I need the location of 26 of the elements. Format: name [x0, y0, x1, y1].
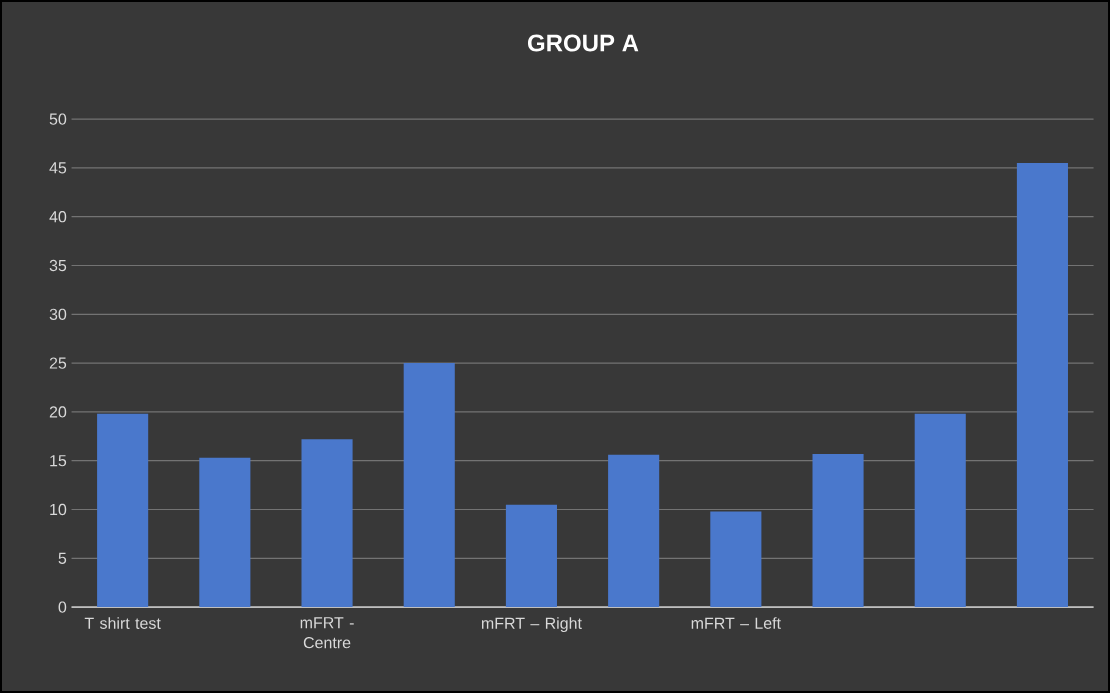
bar: [1016, 163, 1068, 608]
y-tick-label: 35: [49, 259, 67, 272]
chart-title: GROUP A: [527, 34, 639, 52]
bar: [403, 363, 455, 608]
y-tick-label: 40: [49, 211, 67, 223]
y-tick-label: 20: [49, 406, 67, 418]
bar: [505, 504, 557, 608]
y-tick-label: 45: [49, 162, 67, 174]
y-tick-label: 30: [49, 308, 67, 320]
x-tick-label: mFRT – Left: [691, 617, 781, 629]
bar: [97, 413, 149, 608]
y-tick-label: 5: [58, 552, 67, 564]
y-tick-label: 50: [49, 113, 67, 125]
x-tick-label: T shirt test: [84, 617, 161, 629]
bar: [812, 453, 864, 608]
bar: [199, 457, 251, 608]
x-tick-label: mFRT – Right: [481, 617, 582, 633]
y-tick-label: 15: [50, 455, 67, 467]
bar: [914, 413, 966, 608]
y-tick-label: 10: [50, 503, 67, 516]
x-tick-label: mFRT - Centre: [300, 617, 354, 649]
y-tick-label: 0: [58, 601, 67, 613]
bar: [301, 439, 353, 608]
y-tick-label: 25: [49, 357, 67, 369]
bar: [710, 511, 762, 608]
bar: [608, 454, 660, 608]
